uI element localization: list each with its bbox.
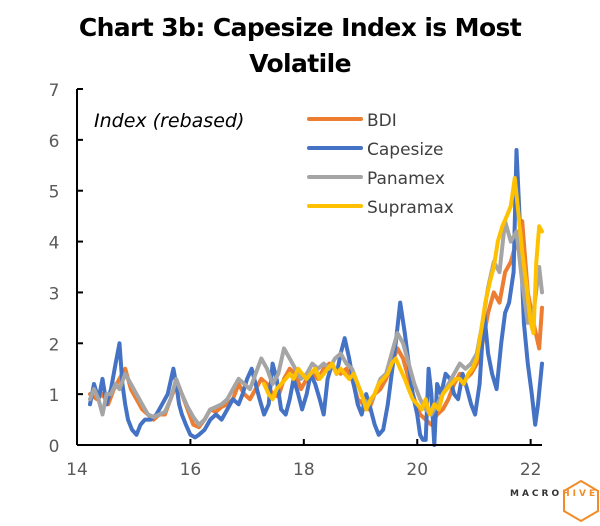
legend-label-capesize: Capesize (367, 140, 444, 160)
y-tick-label: 0 (49, 437, 60, 457)
series-line-supramax (262, 176, 544, 417)
legend: BDI Capesize Panamex Supramax (307, 111, 454, 218)
x-tick-label: 18 (293, 460, 315, 480)
series-line-bdi (88, 219, 544, 430)
x-tick-label: 16 (180, 460, 202, 480)
x-tick-label: 14 (66, 460, 88, 480)
chart-title-line-2: Volatile (249, 49, 351, 78)
x-tick-label: 20 (406, 460, 428, 480)
series-layer (88, 148, 544, 447)
y-tick-label: 3 (49, 284, 60, 304)
chart-title: Chart 3b: Capesize Index is Most Volatil… (0, 10, 600, 82)
legend-label-bdi: BDI (367, 111, 397, 131)
legend-label-panamex: Panamex (367, 169, 445, 189)
legend-label-supramax: Supramax (367, 198, 454, 218)
axes-layer: 0 1 2 3 4 5 6 7 14 16 18 20 22 (49, 81, 542, 480)
chart-title-line-1: Chart 3b: Capesize Index is Most (78, 13, 522, 42)
series-line-panamex (88, 219, 544, 427)
y-tick-label: 2 (49, 335, 60, 355)
y-tick-label: 1 (49, 386, 60, 406)
y-axis-annotation: Index (rebased) (94, 110, 244, 132)
y-tick-label: 5 (49, 183, 60, 203)
y-tick-label: 6 (49, 132, 60, 152)
macrohive-logo: MACROHIVE (510, 489, 598, 499)
logo-text-macro: MACRO (510, 489, 563, 499)
y-tick-label: 4 (49, 234, 60, 254)
hexagon-logo-icon (563, 479, 599, 523)
logo-text-hive: HIVE (562, 489, 599, 499)
x-tick-label: 22 (520, 460, 542, 480)
series-line-capesize (88, 148, 544, 447)
y-tick-label: 7 (49, 81, 60, 101)
